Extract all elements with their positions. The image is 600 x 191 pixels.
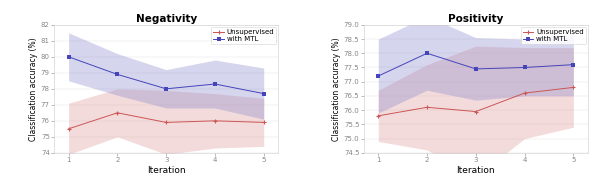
with MTL [260,92,268,95]
Line: with MTL: with MTL [67,55,266,96]
with MTL [163,88,170,90]
Unsupervised [65,128,72,130]
Unsupervised [472,110,479,113]
X-axis label: Iteration: Iteration [147,166,185,175]
with MTL [521,66,528,69]
Unsupervised [521,92,528,94]
Legend: Unsupervised, with MTL: Unsupervised, with MTL [521,27,586,45]
Unsupervised [211,120,218,122]
Title: Positivity: Positivity [448,14,503,24]
with MTL [114,73,121,76]
with MTL [211,83,218,85]
with MTL [374,75,382,77]
Line: Unsupervised: Unsupervised [376,85,576,118]
Y-axis label: Classification accuracy (%): Classification accuracy (%) [332,37,341,141]
Unsupervised [163,121,170,124]
Unsupervised [424,106,431,108]
Legend: Unsupervised, with MTL: Unsupervised, with MTL [211,27,276,45]
with MTL [65,56,72,58]
with MTL [472,68,479,70]
Title: Negativity: Negativity [136,14,197,24]
Line: Unsupervised: Unsupervised [66,110,266,131]
with MTL [570,63,577,66]
X-axis label: Iteration: Iteration [457,166,495,175]
Unsupervised [570,86,577,89]
Y-axis label: Classification accuracy (%): Classification accuracy (%) [29,37,38,141]
with MTL [424,52,431,54]
Line: with MTL: with MTL [376,51,575,78]
Unsupervised [114,112,121,114]
Unsupervised [374,115,382,117]
Unsupervised [260,121,268,124]
